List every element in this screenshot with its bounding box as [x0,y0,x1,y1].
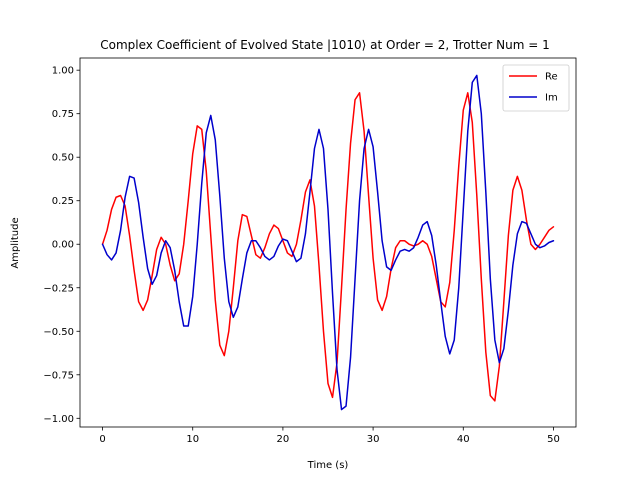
y-tick-label: −1.00 [43,414,74,425]
y-tick-label: −0.25 [43,283,74,294]
chart-title: Complex Coefficient of Evolved State |10… [100,38,550,52]
legend: Re Im [502,64,570,112]
x-tick-label: 20 [277,434,290,445]
legend-label-im: Im [545,93,558,104]
x-tick-label: 10 [186,434,199,445]
legend-box [502,64,570,112]
y-tick-label: 0.00 [52,240,74,251]
x-tick-label: 0 [99,434,105,445]
series-line-im [101,74,555,411]
x-tick-label: 30 [367,434,380,445]
y-tick-label: 1.00 [52,66,74,77]
y-tick-label: −0.50 [43,327,74,338]
y-tick-label: −0.75 [43,370,74,381]
y-tick-label: 0.75 [52,109,74,120]
axes-frame [79,57,577,428]
x-axis-label: Time (s) [307,460,349,471]
y-tick-label: 0.25 [52,196,74,207]
legend-label-re: Re [545,72,558,83]
series-line-re [101,92,555,402]
x-tick-label: 40 [457,434,470,445]
x-tick-label: 50 [547,434,560,445]
y-tick-label: 0.50 [52,153,74,164]
y-axis-label: Amplitude [10,217,21,268]
plot-area: 0 10 20 30 40 50 −1.00 −0.75 −0.50 −0.25 0.00 0.25 0… [43,57,577,445]
